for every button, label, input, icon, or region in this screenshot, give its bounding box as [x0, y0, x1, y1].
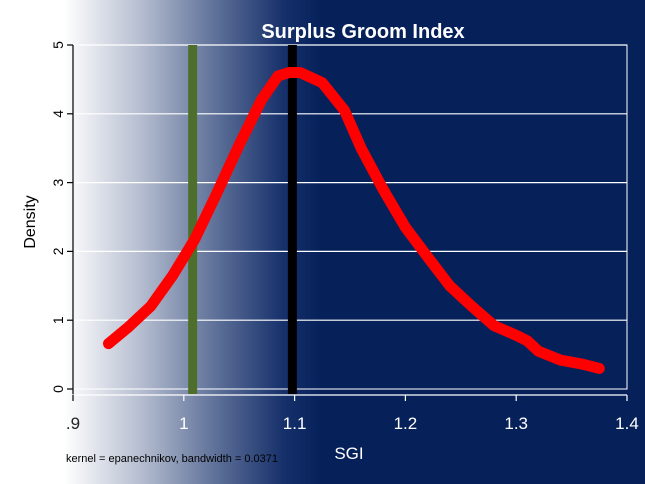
y-tick-label: 4 — [50, 110, 66, 118]
y-tick-label: 1 — [50, 316, 66, 324]
density-curve — [103, 67, 605, 374]
y-tick-label: 2 — [50, 247, 66, 255]
y-axis-label: Density — [22, 195, 39, 248]
x-tick-label: 1.2 — [394, 414, 418, 433]
x-tick-label: 1.1 — [283, 414, 307, 433]
x-tick-label: .9 — [66, 414, 80, 433]
y-tick-label: 5 — [50, 41, 66, 49]
axis-layer: 0 1 2 3 4 5 .9 1 1.1 1.2 1.3 1.4 — [50, 41, 639, 433]
chart-title: Surplus Groom Index — [261, 21, 464, 43]
x-tick-label: 1 — [179, 414, 188, 433]
kernel-note: kernel = epanechnikov, bandwidth = 0.037… — [66, 453, 278, 465]
x-tick-label: 1.4 — [615, 414, 639, 433]
x-tick-label: 1.3 — [504, 414, 528, 433]
y-tick-label: 3 — [50, 178, 66, 186]
grid-layer — [72, 44, 628, 390]
x-axis-label: SGI — [334, 444, 363, 463]
y-tick-label: 0 — [50, 385, 66, 393]
plot-layer — [103, 45, 605, 394]
